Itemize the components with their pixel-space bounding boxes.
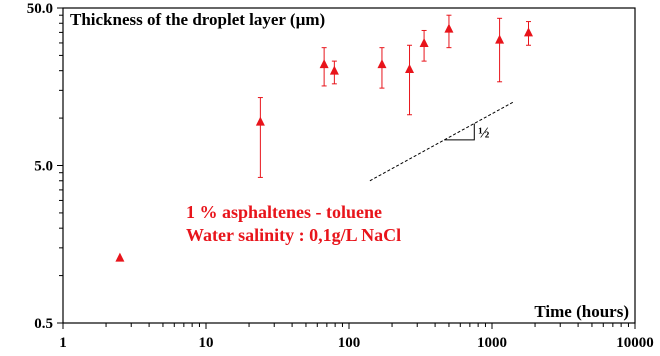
data-point <box>319 59 329 69</box>
data-point <box>444 23 454 33</box>
x-axis: 1 10 100 1000 10000 <box>59 323 654 351</box>
y-tick-label: 5.0 <box>34 159 53 175</box>
slope-triangle <box>444 123 475 141</box>
data-point <box>377 59 387 69</box>
data-point <box>419 37 429 47</box>
data-point <box>495 34 505 44</box>
y-axis: 0.5 5.0 50.0 <box>27 1 63 332</box>
data-point <box>329 65 339 75</box>
x-tick-label: 100 <box>338 335 361 351</box>
slope-label: ½ <box>478 126 489 142</box>
x-axis-label: Time (hours) <box>534 302 629 321</box>
data-point <box>255 116 265 126</box>
data-points <box>115 14 534 262</box>
plot-frame <box>62 7 636 324</box>
slope-line <box>369 101 514 182</box>
x-tick-label: 1 <box>59 335 67 351</box>
data-point <box>405 63 415 73</box>
x-tick-label: 10000 <box>616 335 654 351</box>
y-tick-label: 0.5 <box>34 316 53 332</box>
x-tick-label: 10 <box>199 335 214 351</box>
annotation-line-2: Water salinity : 0,1g/L NaCl <box>186 225 401 245</box>
annotation-line-1: 1 % asphaltenes - toluene <box>186 202 382 222</box>
chart-title: Thickness of the droplet layer (µm) <box>70 10 325 29</box>
data-point <box>115 252 125 262</box>
data-point <box>524 27 534 37</box>
x-tick-label: 1000 <box>477 335 507 351</box>
y-tick-label: 50.0 <box>27 1 53 17</box>
